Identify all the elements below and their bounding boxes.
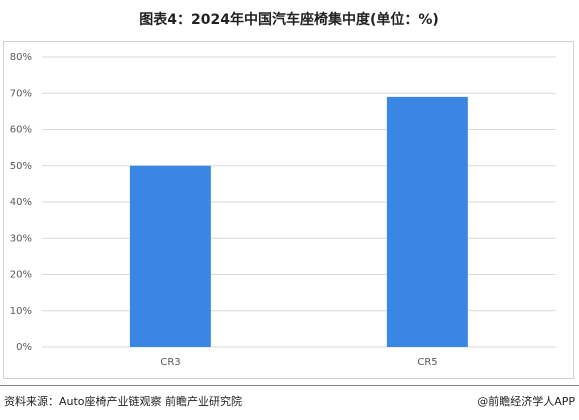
y-tick-label: 0%	[16, 342, 32, 353]
chart-frame	[3, 41, 574, 379]
x-tick-label: CR5	[417, 357, 437, 368]
credit: @前瞻经济学人APP	[477, 394, 575, 408]
y-tick-label: 30%	[10, 233, 32, 244]
y-tick-label: 70%	[10, 88, 32, 99]
bar	[386, 96, 468, 347]
source: 资料来源：Auto座椅产业链观察 前瞻产业研究院	[4, 394, 242, 408]
y-tick-label: 80%	[10, 52, 32, 63]
y-tick-label: 20%	[10, 270, 32, 281]
y-tick-label: 40%	[10, 197, 32, 208]
y-tick-label: 10%	[10, 306, 32, 317]
chart-title: 图表4：2024年中国汽车座椅集中度(单位：%)	[139, 11, 439, 28]
y-tick-label: 50%	[10, 161, 32, 172]
bar	[129, 165, 211, 347]
y-tick-label: 60%	[10, 125, 32, 136]
x-tick-label: CR3	[160, 357, 180, 368]
